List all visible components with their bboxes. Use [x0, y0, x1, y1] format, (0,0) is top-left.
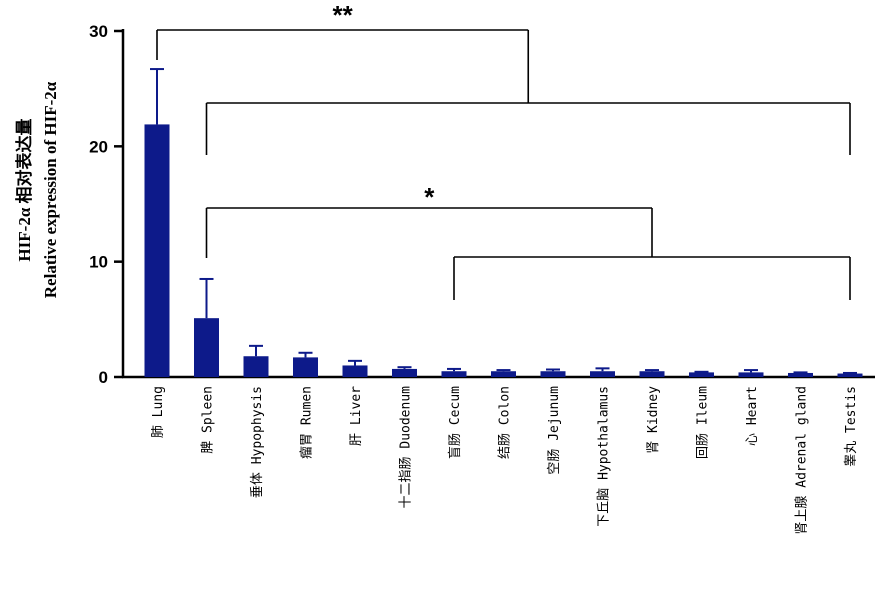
bar-11: [689, 372, 714, 377]
bar-1: [194, 318, 219, 377]
y-tick-label-30: 30: [89, 22, 108, 41]
bar-8: [540, 371, 566, 377]
significance-brackets: ***: [156, 0, 851, 300]
y-tick-label-0: 0: [99, 368, 108, 387]
bar-13: [788, 372, 813, 377]
bar-2: [243, 356, 269, 377]
x-label-14: 睾丸 Testis: [843, 386, 859, 467]
x-label-5: 十二指肠 Duodenum: [399, 386, 414, 509]
bar-7: [491, 371, 516, 377]
x-axis-labels: 肺 Lung 脾 Spleen 垂体 Hypophysis 瘤胃 Rumen 肝 Liv…: [151, 386, 859, 535]
bar-6: [441, 371, 467, 377]
bar-3: [293, 357, 318, 377]
y-axis-label-line1: HIF-2α 相对表达量: [14, 118, 34, 261]
bar-4: [342, 365, 368, 377]
bar-14: [837, 373, 863, 377]
bar-0: [144, 124, 170, 377]
x-label-11: 回肠 Ileum: [696, 386, 711, 459]
bar-10: [639, 371, 665, 377]
sig1-stars: **: [333, 0, 354, 30]
bar-12: [738, 372, 764, 377]
y-tick-label-20: 20: [89, 137, 108, 156]
x-label-2: 垂体 Hypophysis: [250, 386, 265, 498]
x-label-10: 肾 Kidney: [646, 386, 661, 454]
x-label-0: 肺 Lung: [151, 386, 166, 438]
x-label-4: 肝 Liver: [349, 386, 364, 446]
x-label-6: 盲肠 Cecum: [447, 386, 463, 459]
x-label-12: 心 Heart: [745, 386, 760, 446]
y-tick-label-10: 10: [89, 253, 108, 272]
x-label-1: 脾 Spleen: [201, 386, 216, 454]
bar-5: [392, 368, 417, 377]
bar-9: [590, 371, 615, 377]
x-label-7: 结肠 Colon: [498, 386, 513, 459]
bars: [144, 68, 863, 377]
x-label-9: 下丘脑 Hypothalamus: [597, 386, 612, 527]
x-label-8: 空肠 Jejunum: [547, 386, 562, 475]
x-label-3: 瘤胃 Rumen: [299, 386, 315, 459]
x-label-13: 肾上腺 Adrenal gland: [795, 386, 810, 535]
sig2-stars: *: [424, 182, 435, 212]
y-axis-label-line2: Relative expression of HIF-2α: [41, 81, 60, 298]
